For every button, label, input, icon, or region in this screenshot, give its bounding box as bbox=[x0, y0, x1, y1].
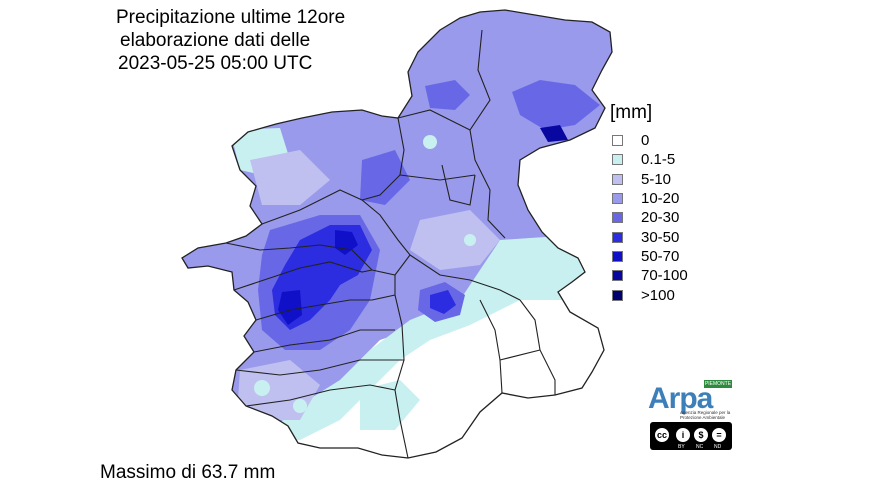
cc-label-nd: ND bbox=[714, 444, 722, 450]
legend-item: 5-10 bbox=[612, 170, 688, 189]
by-icon: i bbox=[674, 426, 692, 444]
arpa-badge: PIEMONTE bbox=[704, 380, 732, 388]
legend-swatch bbox=[612, 135, 623, 147]
legend-item: 70-100 bbox=[612, 266, 688, 285]
arpa-wordmark: Arpa bbox=[648, 382, 713, 415]
arpa-subtitle: Agenzia Regionale per la Protezione Ambi… bbox=[680, 410, 731, 420]
legend-label: 0 bbox=[641, 132, 650, 150]
legend-swatch bbox=[612, 231, 623, 243]
legend-item: 20-30 bbox=[612, 208, 688, 227]
legend-item: >100 bbox=[612, 285, 688, 304]
legend-label: 30-50 bbox=[641, 228, 680, 246]
title-line-3: 2023-05-25 05:00 UTC bbox=[118, 53, 313, 74]
legend-swatch bbox=[612, 193, 623, 205]
legend-item: 10-20 bbox=[612, 189, 688, 208]
legend-swatch bbox=[612, 173, 623, 185]
arpa-logo: Arpa PIEMONTE Agenzia Regionale per la P… bbox=[648, 380, 734, 456]
legend-swatch bbox=[612, 289, 623, 301]
legend-swatch bbox=[612, 270, 623, 282]
legend-swatch bbox=[612, 212, 623, 224]
map-title: Precipitazione ultime 12ore elaborazione… bbox=[108, 6, 345, 75]
legend-label: 5-10 bbox=[641, 170, 672, 188]
legend-label: 10-20 bbox=[641, 190, 680, 208]
nc-icon: $ bbox=[692, 426, 710, 444]
cc-icon: cc bbox=[653, 426, 671, 444]
legend-label: 50-70 bbox=[641, 247, 680, 265]
legend-unit: [mm] bbox=[610, 102, 653, 123]
legend-label: 70-100 bbox=[641, 267, 688, 285]
legend-item: 30-50 bbox=[612, 227, 688, 246]
cc-label-by: BY bbox=[678, 444, 685, 450]
legend-swatch bbox=[612, 154, 623, 166]
cc-license-badge: cc i $ = BY NC ND bbox=[650, 422, 732, 450]
nd-icon: = bbox=[710, 426, 728, 444]
legend-item: 0 bbox=[612, 131, 688, 150]
legend-item: 50-70 bbox=[612, 247, 688, 266]
legend-swatch bbox=[612, 250, 623, 262]
legend-label: >100 bbox=[641, 286, 675, 304]
max-value-text: Massimo di 63.7 mm bbox=[100, 462, 276, 483]
legend: [mm] 0 0.1-5 5-10 10-20 20-30 30-50 50-70 70-10… bbox=[610, 102, 688, 305]
title-line-2: elaborazione dati delle bbox=[120, 30, 311, 51]
title-line-1: Precipitazione ultime 12ore bbox=[116, 7, 346, 28]
legend-label: 20-30 bbox=[641, 209, 680, 227]
legend-item: 0.1-5 bbox=[612, 150, 688, 169]
cc-label-nc: NC bbox=[696, 444, 704, 450]
legend-label: 0.1-5 bbox=[641, 151, 676, 169]
